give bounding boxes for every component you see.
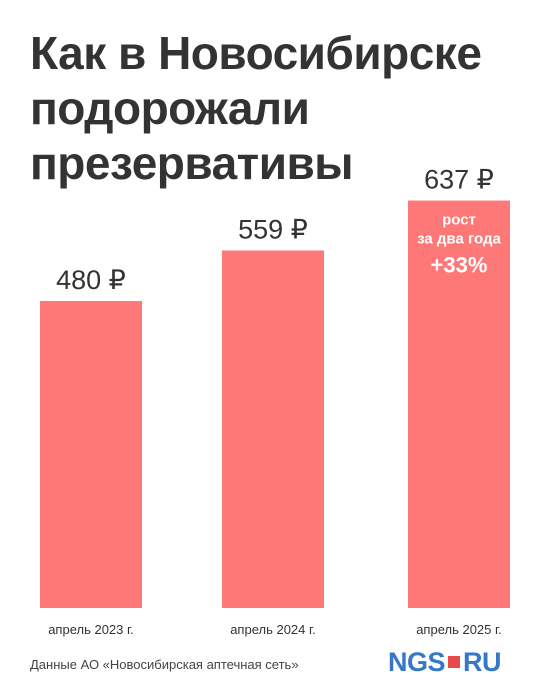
- category-label: апрель 2024 г.: [230, 622, 316, 637]
- chart-title: Как в Новосибирске подорожали презервати…: [30, 26, 540, 191]
- ngs-logo[interactable]: NGS RU: [388, 646, 502, 677]
- title-line: Как в Новосибирске: [30, 27, 482, 79]
- annotation-line: +33%: [431, 253, 488, 278]
- category-label: апрель 2023 г.: [48, 622, 134, 637]
- value-label: 480 ₽: [56, 265, 126, 295]
- bar: [222, 250, 324, 609]
- logo-text-ngs: NGS: [388, 646, 446, 677]
- value-label: 559 ₽: [238, 214, 308, 244]
- annotation-line: рост: [442, 212, 476, 229]
- annotation-line: за два года: [417, 231, 501, 248]
- bar: [40, 301, 142, 608]
- logo-text-ru: RU: [463, 646, 502, 677]
- title-line: презервативы: [30, 137, 354, 189]
- source-note: Данные АО «Новосибирская аптечная сеть»: [30, 657, 299, 672]
- title-line: подорожали: [30, 82, 310, 134]
- bar: [408, 200, 510, 608]
- value-label: 637 ₽: [424, 165, 494, 195]
- logo-dot: [448, 656, 461, 668]
- category-label: апрель 2025 г.: [416, 622, 502, 637]
